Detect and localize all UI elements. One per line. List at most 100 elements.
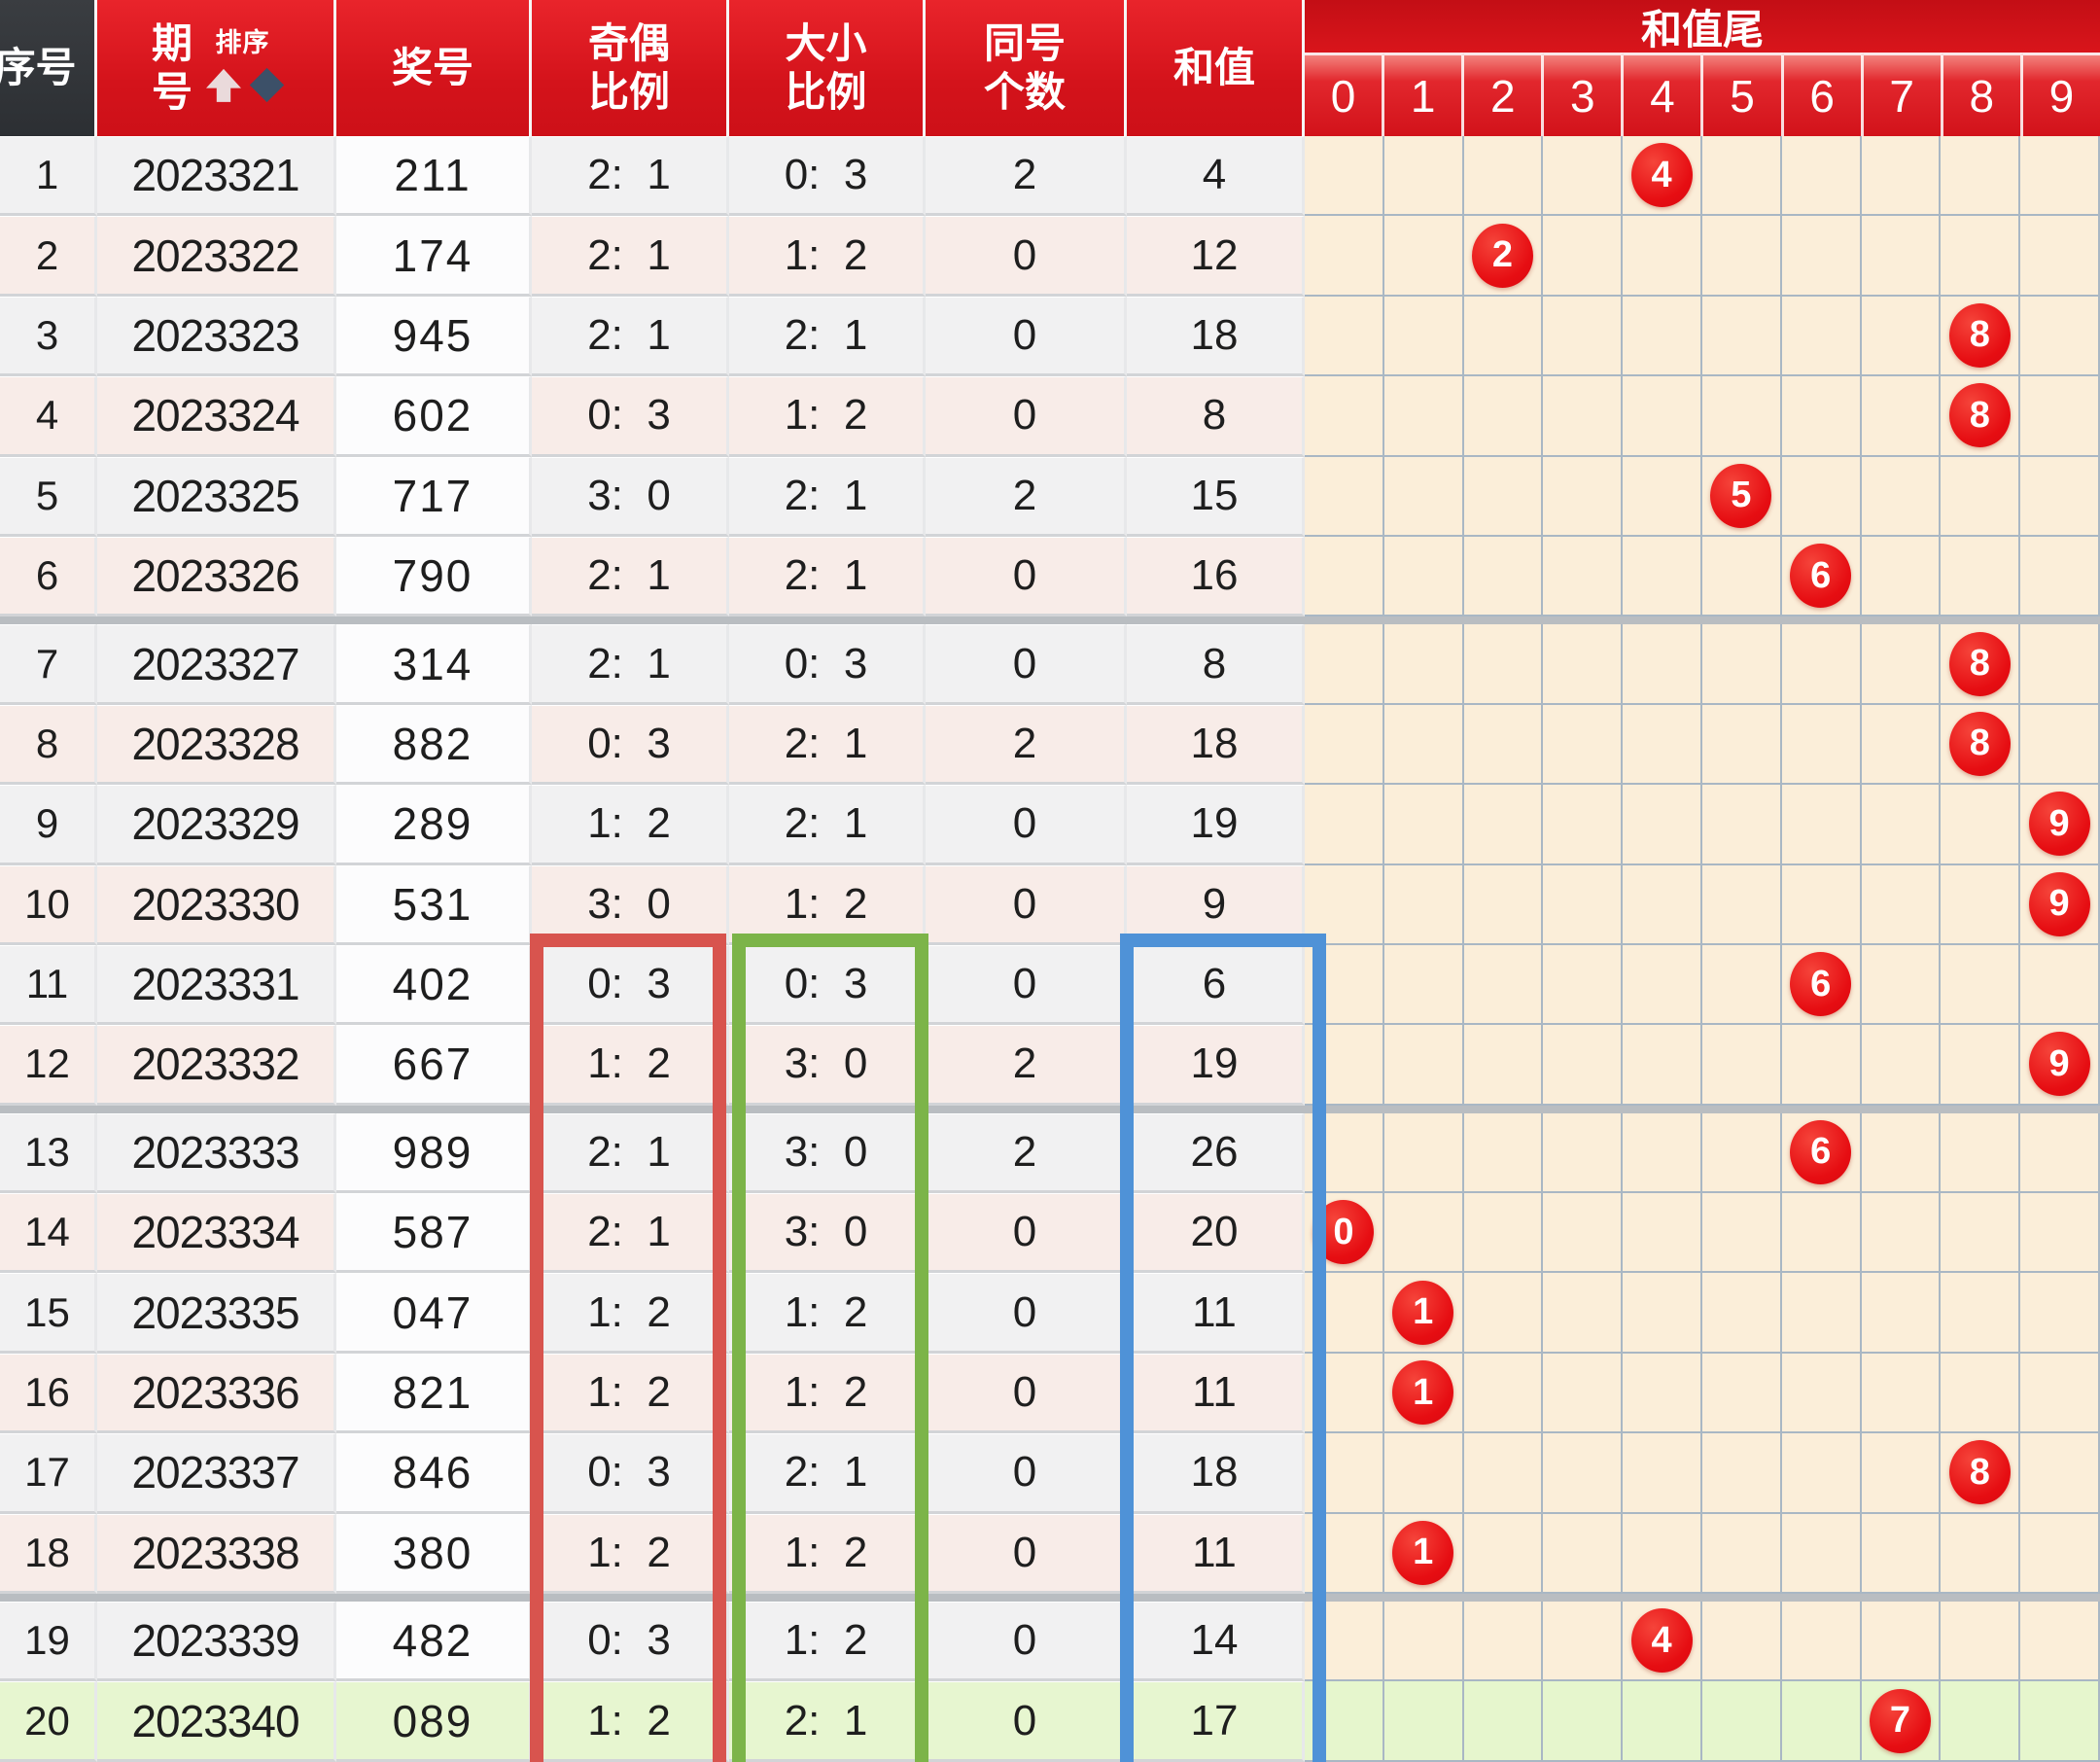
tail-cell-5: [1701, 536, 1782, 617]
cell-sum-value: 20: [1127, 1193, 1305, 1274]
tail-cell-3: [1543, 216, 1624, 297]
tail-cell-5: [1701, 1602, 1782, 1682]
cell-seq: 12: [0, 1025, 97, 1106]
cell-odd-even-ratio: 0: 3: [532, 944, 729, 1026]
tail-cell-0: [1305, 1433, 1384, 1514]
tail-cell-0: [1305, 216, 1384, 297]
table-row: 14 2023334 587 2: 1 3: 0 0 20 0: [0, 1193, 2100, 1274]
header-odd-even-ratio: 奇偶 比例: [532, 0, 729, 136]
cell-same-number-count: 2: [926, 704, 1127, 786]
tail-cell-4: [1623, 1353, 1702, 1434]
cell-same-number-count: 2: [926, 456, 1127, 537]
tail-cell-7: [1861, 536, 1942, 617]
tail-cell-2: [1463, 1433, 1544, 1514]
tail-cell-1: [1383, 624, 1464, 705]
cell-prize-number: 667: [336, 1025, 532, 1106]
tail-cell-2: [1463, 1681, 1544, 1762]
cell-prize-number: 289: [336, 785, 532, 865]
tail-cell-0: [1305, 376, 1384, 457]
tail-cell-9: [2020, 624, 2100, 705]
header-prize-number: 奖号: [336, 0, 532, 136]
tail-cell-0: [1305, 296, 1384, 377]
tail-cell-4: [1623, 1513, 1702, 1595]
cell-seq: 8: [0, 704, 97, 786]
tail-cell-8: 8: [1941, 376, 2021, 457]
cell-period: 2023328: [97, 704, 336, 786]
tail-cell-7: [1861, 864, 1942, 945]
tail-cell-3: [1543, 456, 1624, 537]
sort-descending-icon[interactable]: [249, 68, 285, 103]
tail-cell-7: [1861, 1193, 1942, 1274]
table-row: 19 2023339 482 0: 3 1: 2 0 14 4: [0, 1602, 2100, 1682]
tail-cell-7: [1861, 1513, 1942, 1595]
tail-cell-8: [1941, 1513, 2021, 1595]
sort-control[interactable]: 排序: [206, 28, 285, 103]
tail-cell-5: [1701, 1513, 1782, 1595]
sum-tail-digit-4: 4: [1624, 53, 1704, 136]
tail-cell-5: [1701, 1353, 1782, 1434]
tail-cell-3: [1543, 1193, 1624, 1274]
tail-cell-5: [1701, 376, 1782, 457]
cell-odd-even-ratio: 1: 2: [532, 1681, 729, 1762]
sum-tail-band: 和值尾: [1305, 0, 2100, 53]
header-seq: 序号: [0, 0, 97, 136]
header-same-number-count: 同号 个数: [926, 0, 1127, 136]
sum-tail-grid-row: 8: [1305, 296, 2100, 377]
tail-cell-6: 6: [1781, 536, 1862, 617]
tail-cell-3: [1543, 1681, 1624, 1762]
cell-big-small-ratio: 0: 3: [729, 944, 926, 1026]
cell-big-small-ratio: 2: 1: [729, 1681, 926, 1762]
cell-big-small-ratio: 1: 2: [729, 1353, 926, 1434]
header-big-small-ratio: 大小 比例: [729, 0, 926, 136]
cell-period: 2023323: [97, 296, 336, 377]
cell-odd-even-ratio: 0: 3: [532, 1602, 729, 1682]
tail-cell-1: [1383, 704, 1464, 786]
sum-tail-digit-6: 6: [1783, 53, 1864, 136]
tail-cell-3: [1543, 536, 1624, 617]
header-seq-label: 序号: [0, 45, 77, 91]
cell-seq: 9: [0, 785, 97, 865]
cell-odd-even-ratio: 2: 1: [532, 624, 729, 705]
cell-prize-number: 089: [336, 1681, 532, 1762]
sum-tail-digit-5: 5: [1703, 53, 1784, 136]
tail-cell-5: [1701, 704, 1782, 786]
cell-odd-even-ratio: 2: 1: [532, 136, 729, 217]
sum-tail-grid-row: 9: [1305, 1025, 2100, 1106]
cell-sum-value: 16: [1127, 536, 1305, 617]
cell-sum-value: 14: [1127, 1602, 1305, 1682]
cell-seq: 19: [0, 1602, 97, 1682]
cell-big-small-ratio: 3: 0: [729, 1025, 926, 1106]
table-body: 1 2023321 211 2: 1 0: 3 2 4 4 2 2023322 174 2: 1 1: …: [0, 136, 2100, 1762]
tail-cell-0: [1305, 1025, 1384, 1106]
sum-tail-ball: 4: [1630, 143, 1693, 208]
sum-tail-ball: 9: [2028, 1032, 2090, 1097]
cell-odd-even-ratio: 2: 1: [532, 216, 729, 297]
tail-cell-7: [1861, 1025, 1942, 1106]
sum-tail-digit-9: 9: [2022, 53, 2100, 136]
sum-tail-grid-row: 6: [1305, 944, 2100, 1026]
cell-odd-even-ratio: 1: 2: [532, 1025, 729, 1106]
tail-cell-2: [1463, 1112, 1544, 1194]
cell-same-number-count: 2: [926, 136, 1127, 217]
sum-tail-ball: 6: [1790, 544, 1852, 609]
cell-period: 2023337: [97, 1433, 336, 1514]
tail-cell-6: 6: [1781, 944, 1862, 1026]
cell-same-number-count: 0: [926, 376, 1127, 457]
tail-cell-7: [1861, 216, 1942, 297]
tail-cell-6: [1781, 1193, 1862, 1274]
tail-cell-1: [1383, 216, 1464, 297]
cell-same-number-count: 2: [926, 1112, 1127, 1194]
tail-cell-9: [2020, 536, 2100, 617]
tail-cell-5: [1701, 1273, 1782, 1354]
sort-ascending-icon[interactable]: [206, 68, 241, 102]
tail-cell-2: [1463, 785, 1544, 865]
tail-cell-9: [2020, 296, 2100, 377]
tail-cell-5: [1701, 1025, 1782, 1106]
cell-seq: 2: [0, 216, 97, 297]
tail-cell-1: [1383, 1193, 1464, 1274]
sum-tail-ball: 8: [1948, 302, 2011, 368]
tail-cell-4: [1623, 1433, 1702, 1514]
tail-cell-0: [1305, 456, 1384, 537]
cell-big-small-ratio: 0: 3: [729, 136, 926, 217]
